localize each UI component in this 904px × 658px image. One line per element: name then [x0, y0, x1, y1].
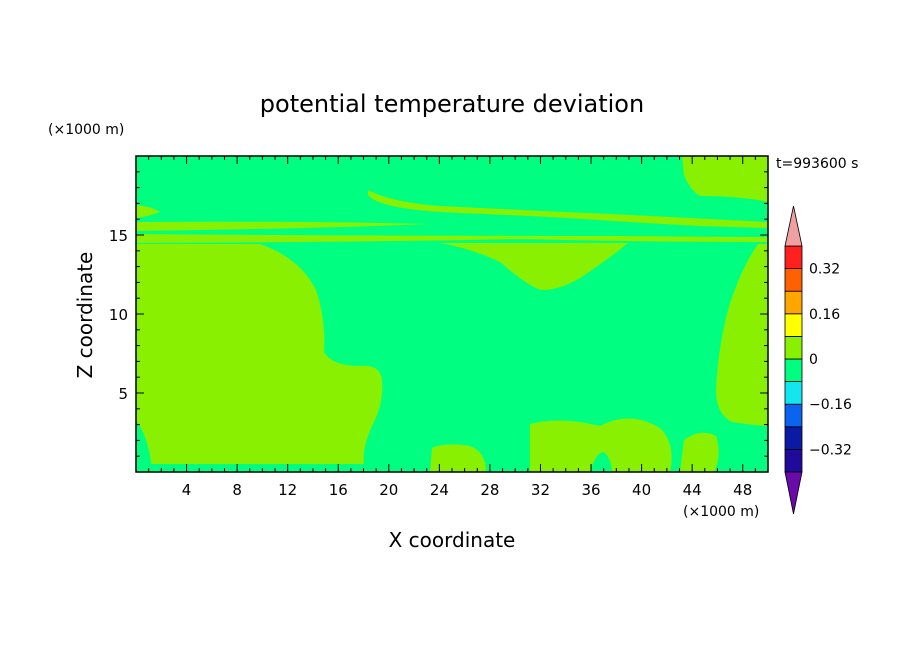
x-axis-unit: (×1000 m) — [683, 504, 759, 520]
y-axis-label: Z coordinate — [73, 252, 97, 379]
contour-bottom-blob-1 — [430, 444, 486, 472]
contour-bottom-ripples — [156, 466, 356, 472]
colorbar-extend-min — [784, 471, 803, 515]
colorbar-swatch — [784, 335, 803, 360]
contour-bottom-blob-2 — [530, 418, 672, 472]
contour-mid-hump — [440, 243, 628, 290]
y-axis-ticks: 5 10 15 — [109, 171, 768, 457]
y-tick-label: 10 — [109, 306, 128, 324]
x-axis-label: X coordinate — [389, 528, 516, 552]
x-tick-label: 28 — [480, 481, 499, 499]
colorbar-swatch — [784, 245, 803, 270]
contour-upper-right-region — [368, 156, 768, 202]
x-tick-label: 36 — [581, 481, 600, 499]
chart-title: potential temperature deviation — [260, 90, 644, 118]
contour-band-thin — [136, 221, 430, 231]
x-tick-label: 48 — [733, 481, 752, 499]
x-tick-label: 16 — [329, 481, 348, 499]
contour-band-mid — [136, 234, 768, 243]
colorbar-swatch — [784, 313, 803, 337]
colorbar-label: −0.32 — [809, 442, 852, 458]
colorbar-label: −0.16 — [809, 397, 852, 413]
colorbar-swatch — [784, 290, 803, 315]
x-tick-label: 12 — [278, 481, 297, 499]
x-tick-label: 24 — [430, 481, 449, 499]
colorbar-swatch — [784, 426, 803, 450]
contour-bottom-blob-3 — [680, 432, 719, 472]
contour-bottom-notch — [590, 452, 612, 472]
colorbar-label: 0.16 — [809, 307, 840, 323]
colorbar-swatch — [784, 381, 803, 405]
x-tick-label: 4 — [182, 481, 192, 499]
x-tick-label: 40 — [632, 481, 651, 499]
time-label: t=993600 s — [776, 156, 858, 172]
contour-regions — [136, 156, 768, 472]
colorbar-label: 0.32 — [809, 262, 840, 278]
x-tick-label: 8 — [232, 481, 242, 499]
contour-band-left-edge — [136, 205, 160, 218]
x-axis-ticks: 4 8 12 16 20 24 28 32 36 40 44 48 — [148, 156, 756, 499]
colorbar-swatch — [784, 403, 803, 428]
y-tick-label: 15 — [109, 227, 128, 245]
colorbar-label: 0 — [809, 352, 818, 368]
y-tick-label: 5 — [118, 385, 128, 403]
colorbar-swatch — [784, 268, 803, 292]
colorbar-extend-max — [784, 205, 803, 247]
x-tick-label: 44 — [683, 481, 702, 499]
x-tick-label: 32 — [531, 481, 550, 499]
contour-left-region — [136, 244, 383, 464]
x-tick-label: 20 — [379, 481, 398, 499]
colorbar-swatch — [784, 448, 803, 473]
colorbar-swatch — [784, 358, 803, 383]
contour-right-region — [716, 244, 768, 426]
y-axis-unit: (×1000 m) — [48, 122, 124, 138]
contour-left-bottom-edge — [136, 420, 152, 472]
contour-band-upper — [368, 156, 768, 228]
colorbar: 0.32 0.16 0 −0.16 −0.32 — [784, 205, 852, 515]
